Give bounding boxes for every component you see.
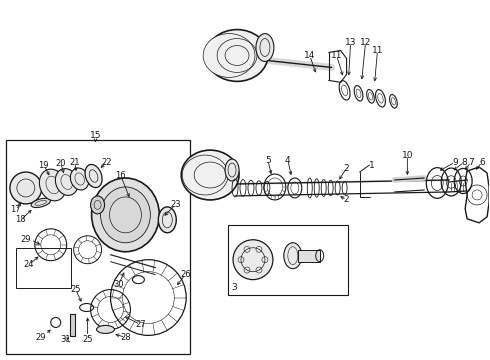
Text: 29: 29 [36,333,46,342]
Text: 31: 31 [60,335,71,344]
Ellipse shape [256,33,274,62]
Circle shape [10,172,42,204]
Text: 24: 24 [24,260,34,269]
Text: 3: 3 [231,283,237,292]
Text: 10: 10 [402,150,413,159]
Ellipse shape [100,187,150,243]
Text: 7: 7 [468,158,474,167]
Text: 23: 23 [170,201,181,210]
Text: 15: 15 [90,131,101,140]
Text: 9: 9 [452,158,458,167]
Text: 22: 22 [101,158,112,167]
Ellipse shape [203,33,255,77]
Text: 30: 30 [113,280,124,289]
Ellipse shape [206,30,268,81]
Ellipse shape [91,196,104,214]
Text: 17: 17 [11,206,21,215]
Ellipse shape [92,178,159,252]
Text: 27: 27 [135,320,146,329]
Ellipse shape [158,207,176,233]
Text: 26: 26 [180,270,191,279]
Text: 14: 14 [304,51,316,60]
Text: 12: 12 [360,38,371,47]
Text: 19: 19 [39,161,49,170]
Text: 25: 25 [82,335,93,344]
Ellipse shape [284,243,302,269]
Text: 11: 11 [372,46,383,55]
Text: 1: 1 [368,161,374,170]
Text: 5: 5 [265,156,271,165]
Text: 29: 29 [21,235,31,244]
Ellipse shape [97,325,115,333]
Circle shape [233,240,273,280]
Text: 13: 13 [345,38,356,47]
Bar [298,250,319,262]
Ellipse shape [85,165,102,188]
Ellipse shape [31,198,50,208]
Ellipse shape [182,155,228,195]
Text: 20: 20 [55,158,66,167]
Text: 28: 28 [120,333,131,342]
Bar [6,140,190,354]
Text: 18: 18 [16,215,26,224]
Text: 16: 16 [115,171,126,180]
Ellipse shape [39,169,66,201]
Text: 4: 4 [285,156,291,165]
Text: 2: 2 [344,195,349,204]
Ellipse shape [55,168,78,195]
Text: 6: 6 [479,158,485,167]
Bar [16,248,71,288]
Text: 8: 8 [461,158,467,167]
Ellipse shape [225,159,239,181]
Text: 21: 21 [70,158,80,167]
Bar [70,315,74,336]
Text: 2: 2 [344,163,349,172]
Text: 11: 11 [331,51,343,60]
Ellipse shape [71,168,89,190]
Text: 25: 25 [71,285,81,294]
Ellipse shape [181,150,239,200]
Bar [228,225,347,294]
